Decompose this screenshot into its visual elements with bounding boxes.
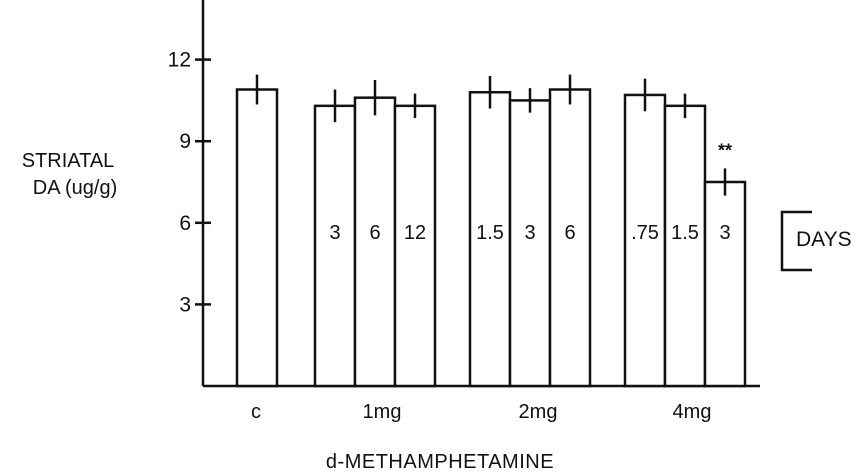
bar-label: 3	[524, 222, 535, 244]
bar-label: 6	[369, 222, 380, 244]
legend-bracket	[780, 210, 812, 272]
bar	[663, 104, 707, 388]
bars	[235, 74, 747, 388]
y-tick-label: 12	[168, 49, 191, 72]
bar	[313, 104, 357, 388]
bar-label: 3	[329, 222, 340, 244]
y-tick-label: 6	[179, 212, 191, 235]
legend-label: DAYS	[796, 228, 852, 251]
bar	[393, 104, 437, 388]
bar	[235, 88, 279, 388]
days-legend: DAYS	[780, 210, 852, 272]
group-label: 1mg	[363, 401, 402, 423]
x-axis-title: d-METHAMPHETAMINE	[326, 451, 554, 473]
bar-label: 12	[404, 222, 426, 244]
bar-label: 6	[564, 222, 575, 244]
bar-label: 1.5	[671, 222, 699, 244]
y-axis-title-line2: DA (ug/g)	[33, 177, 117, 199]
bar-label: 3	[719, 222, 730, 244]
bar-label: 1.5	[476, 222, 504, 244]
bar-label: .75	[631, 222, 659, 244]
significance-marker: **	[718, 140, 732, 160]
y-tick-label: 3	[179, 293, 191, 316]
y-tick-label: 9	[179, 130, 191, 153]
labels: c 3 6 12 1mg 1.5 3 6 2mg .75 1.5 3 ** 4mg	[251, 140, 732, 423]
y-axis-title-line1: STRIATAL	[22, 150, 115, 172]
group-label: 2mg	[519, 401, 558, 423]
bar	[703, 180, 747, 388]
group-label: c	[251, 401, 261, 423]
group-label: 4mg	[673, 401, 712, 423]
